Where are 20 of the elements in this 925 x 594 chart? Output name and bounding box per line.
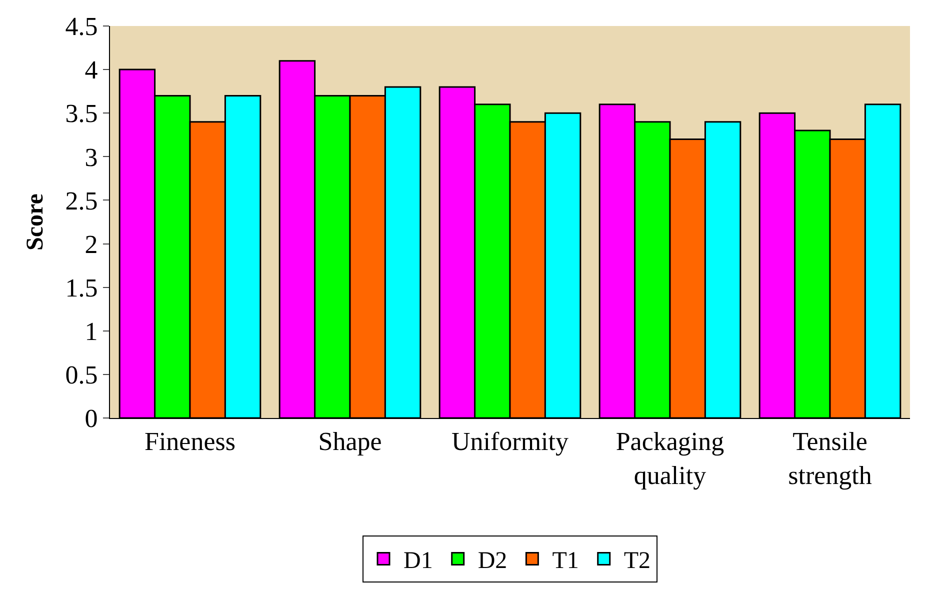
y-tick-label: 2.5 xyxy=(65,186,98,216)
legend-label: D2 xyxy=(478,548,508,574)
y-tick-label: 3.5 xyxy=(65,99,98,128)
y-tick-label: 0.5 xyxy=(65,360,98,390)
x-tick-label: Tensile strength xyxy=(788,427,872,490)
x-tick-label: Shape xyxy=(318,427,382,456)
x-tick-label: Packaging quality xyxy=(616,427,724,490)
x-tick-label: Uniformity xyxy=(452,427,568,456)
y-tick-label: 2 xyxy=(84,230,98,259)
y-tick-label: 4.5 xyxy=(65,12,98,42)
y-tick-label: 0 xyxy=(84,404,98,434)
y-axis-title: Score xyxy=(22,193,48,250)
legend-label: T1 xyxy=(552,548,579,574)
y-tick-label: 3 xyxy=(84,142,98,172)
x-tick-label: Fineness xyxy=(144,427,236,456)
y-tick-label: 1.5 xyxy=(65,273,98,302)
legend-label: D1 xyxy=(404,548,433,574)
legend-label: T2 xyxy=(624,548,651,574)
y-tick-label: 4 xyxy=(84,56,98,85)
y-tick-label: 1 xyxy=(84,316,98,346)
